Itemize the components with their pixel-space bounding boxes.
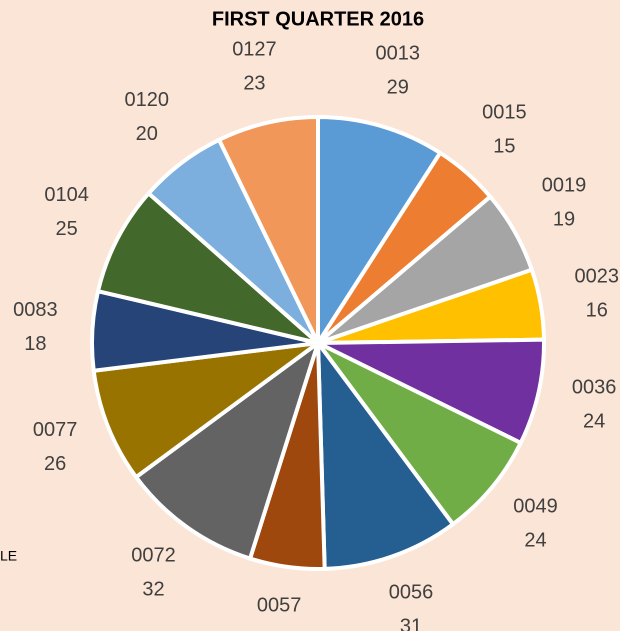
annotation: LE <box>0 548 17 564</box>
slice-category-label: 0036 <box>572 376 617 398</box>
pie-slice <box>217 115 320 345</box>
slice-value-label: 23 <box>243 73 265 95</box>
slice-value-label: 24 <box>583 410 605 432</box>
slice-category-label: 0127 <box>232 39 277 61</box>
slice-category-label: 0083 <box>13 299 58 321</box>
slice-value-label: 16 <box>586 300 608 322</box>
slice-category-label: 0104 <box>44 184 89 206</box>
slice-category-label: 0077 <box>33 419 78 441</box>
slice-value-label: 29 <box>387 77 409 99</box>
slice-value-label: 15 <box>493 135 515 157</box>
slice-category-label: 0120 <box>124 89 169 111</box>
slice-value-label: 25 <box>56 218 78 240</box>
slice-category-label: 0072 <box>131 545 176 567</box>
slice-category-label: 0015 <box>482 101 527 123</box>
slice-value-label: 19 <box>553 208 575 230</box>
slice-category-label: 0049 <box>513 495 558 517</box>
slice-value-label: 26 <box>44 453 66 475</box>
slice-value-label: 24 <box>524 529 546 551</box>
chart-title: FIRST QUARTER 2016 <box>212 8 424 30</box>
slice-value-label: 18 <box>24 333 46 355</box>
slice-value-label: 31 <box>400 616 422 631</box>
pie-slice <box>96 191 320 345</box>
slice-category-label: 0057 <box>257 595 302 617</box>
pie-slice <box>134 341 320 561</box>
pie-slice <box>316 115 443 345</box>
pie-slice <box>316 337 546 445</box>
slice-category-label: 0023 <box>575 266 620 288</box>
pie-slice <box>316 341 523 527</box>
pie-slice <box>91 341 320 480</box>
pie-slice <box>316 341 455 571</box>
slice-value-label: 17 <box>268 629 290 631</box>
slice-category-label: 0056 <box>389 582 434 604</box>
slice-category-label: 0013 <box>375 43 420 65</box>
slice-value-label: 20 <box>136 123 158 145</box>
slice-value-label: 32 <box>142 579 164 601</box>
slice-category-label: 0019 <box>542 174 587 196</box>
